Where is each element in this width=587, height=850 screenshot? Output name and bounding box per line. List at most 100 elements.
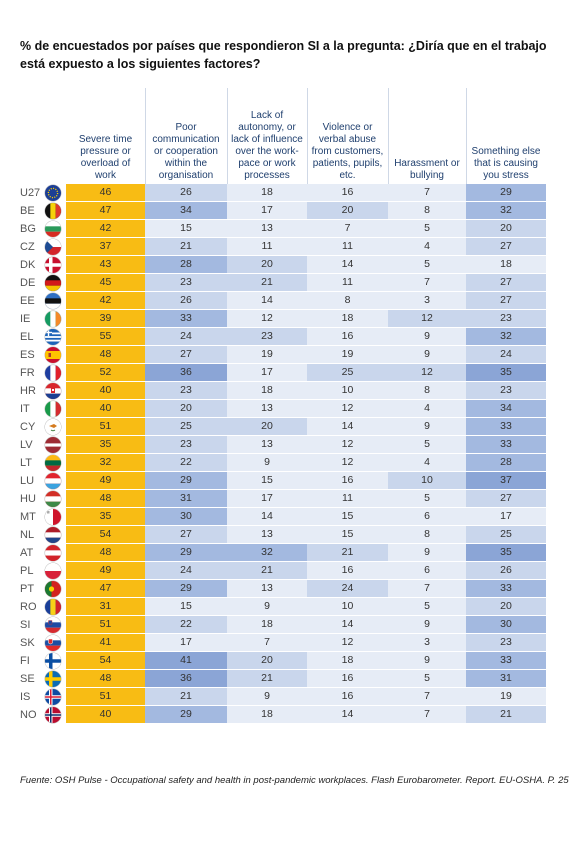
value-cell: 21 bbox=[227, 562, 307, 580]
value-cell: 5 bbox=[388, 490, 466, 508]
country-code: IE bbox=[20, 313, 31, 325]
country-code: ES bbox=[20, 349, 35, 361]
sweden-flag-icon bbox=[45, 671, 61, 687]
value-cell: 49 bbox=[66, 472, 145, 490]
value-cell: 16 bbox=[307, 670, 388, 688]
value-cell: 48 bbox=[66, 346, 145, 364]
table-row: SK 41 17 7 12 3 23 bbox=[0, 634, 587, 652]
column-divider bbox=[227, 88, 228, 184]
value-cell: 14 bbox=[227, 508, 307, 526]
ireland-flag-icon bbox=[45, 311, 61, 327]
value-cell: 28 bbox=[145, 256, 227, 274]
value-cell: 48 bbox=[66, 490, 145, 508]
country-code: U27 bbox=[20, 187, 41, 199]
value-cell: 46 bbox=[66, 184, 145, 202]
spain-flag-icon bbox=[45, 347, 61, 363]
value-cell: 23 bbox=[145, 436, 227, 454]
value-cell: 16 bbox=[307, 472, 388, 490]
value-cell: 21 bbox=[307, 544, 388, 562]
value-cell: 27 bbox=[145, 526, 227, 544]
value-cell: 5 bbox=[388, 670, 466, 688]
value-cell: 13 bbox=[227, 436, 307, 454]
column-header-cell: Harassment or bullying bbox=[388, 88, 466, 184]
value-cell: 47 bbox=[66, 580, 145, 598]
germany-flag-icon bbox=[45, 275, 61, 291]
table-row: CZ 37 21 11 11 4 27 bbox=[0, 238, 587, 256]
column-header-cell: Severe time pressure or overload of work bbox=[66, 88, 145, 184]
value-cell: 9 bbox=[227, 688, 307, 706]
value-cell: 27 bbox=[466, 274, 546, 292]
denmark-flag-icon bbox=[45, 257, 61, 273]
value-cell: 9 bbox=[388, 616, 466, 634]
value-cell: 17 bbox=[227, 490, 307, 508]
value-cell: 33 bbox=[466, 652, 546, 670]
column-header-cell: Lack of autonomy, or lack of influence o… bbox=[227, 88, 307, 184]
value-cell: 18 bbox=[227, 184, 307, 202]
value-cell: 29 bbox=[145, 544, 227, 562]
value-cell: 5 bbox=[388, 598, 466, 616]
value-cell: 18 bbox=[227, 616, 307, 634]
value-cell: 23 bbox=[466, 382, 546, 400]
norway-flag-icon bbox=[45, 707, 61, 723]
value-cell: 7 bbox=[388, 688, 466, 706]
table-row: BE 47 34 17 20 8 32 bbox=[0, 202, 587, 220]
austria-flag-icon bbox=[45, 545, 61, 561]
value-cell: 40 bbox=[66, 706, 145, 724]
value-cell: 19 bbox=[307, 346, 388, 364]
table-row: NO 40 29 18 14 7 21 bbox=[0, 706, 587, 724]
value-cell: 16 bbox=[307, 184, 388, 202]
value-cell: 33 bbox=[145, 310, 227, 328]
table-row: LT 32 22 9 12 4 28 bbox=[0, 454, 587, 472]
value-cell: 15 bbox=[145, 220, 227, 238]
country-code: CZ bbox=[20, 241, 35, 253]
value-cell: 29 bbox=[145, 580, 227, 598]
value-cell: 31 bbox=[466, 670, 546, 688]
value-cell: 3 bbox=[388, 634, 466, 652]
table-row: SI 51 22 18 14 9 30 bbox=[0, 616, 587, 634]
value-cell: 7 bbox=[388, 706, 466, 724]
column-divider bbox=[466, 88, 467, 184]
value-cell: 7 bbox=[307, 220, 388, 238]
lithuania-flag-icon bbox=[45, 455, 61, 471]
value-cell: 7 bbox=[388, 184, 466, 202]
value-cell: 19 bbox=[227, 346, 307, 364]
value-cell: 9 bbox=[227, 454, 307, 472]
column-header-cell: Something else that is causing you stres… bbox=[466, 88, 546, 184]
value-cell: 35 bbox=[66, 436, 145, 454]
value-cell: 21 bbox=[145, 238, 227, 256]
value-cell: 23 bbox=[466, 634, 546, 652]
value-cell: 17 bbox=[227, 364, 307, 382]
value-cell: 14 bbox=[307, 256, 388, 274]
value-cell: 29 bbox=[145, 472, 227, 490]
value-cell: 12 bbox=[307, 436, 388, 454]
croatia-flag-icon bbox=[45, 383, 61, 399]
column-header-label: Violence or verbal abuse from customers,… bbox=[311, 122, 384, 181]
value-cell: 34 bbox=[145, 202, 227, 220]
value-cell: 24 bbox=[307, 580, 388, 598]
country-code: FR bbox=[20, 367, 35, 379]
malta-flag-icon bbox=[45, 509, 61, 525]
value-cell: 21 bbox=[227, 670, 307, 688]
romania-flag-icon bbox=[45, 599, 61, 615]
italy-flag-icon bbox=[45, 401, 61, 417]
value-cell: 16 bbox=[307, 328, 388, 346]
table-row: IT 40 20 13 12 4 34 bbox=[0, 400, 587, 418]
country-code: BE bbox=[20, 205, 35, 217]
value-cell: 18 bbox=[307, 652, 388, 670]
latvia-flag-icon bbox=[45, 437, 61, 453]
value-cell: 23 bbox=[466, 310, 546, 328]
value-cell: 36 bbox=[145, 670, 227, 688]
value-cell: 26 bbox=[145, 184, 227, 202]
value-cell: 4 bbox=[388, 400, 466, 418]
luxembourg-flag-icon bbox=[45, 473, 61, 489]
value-cell: 47 bbox=[66, 202, 145, 220]
value-cell: 25 bbox=[466, 526, 546, 544]
value-cell: 30 bbox=[466, 616, 546, 634]
value-cell: 7 bbox=[388, 580, 466, 598]
value-cell: 20 bbox=[307, 202, 388, 220]
value-cell: 24 bbox=[145, 562, 227, 580]
value-cell: 40 bbox=[66, 382, 145, 400]
value-cell: 10 bbox=[307, 598, 388, 616]
table-row: MT 35 30 14 15 6 17 bbox=[0, 508, 587, 526]
value-cell: 4 bbox=[388, 454, 466, 472]
